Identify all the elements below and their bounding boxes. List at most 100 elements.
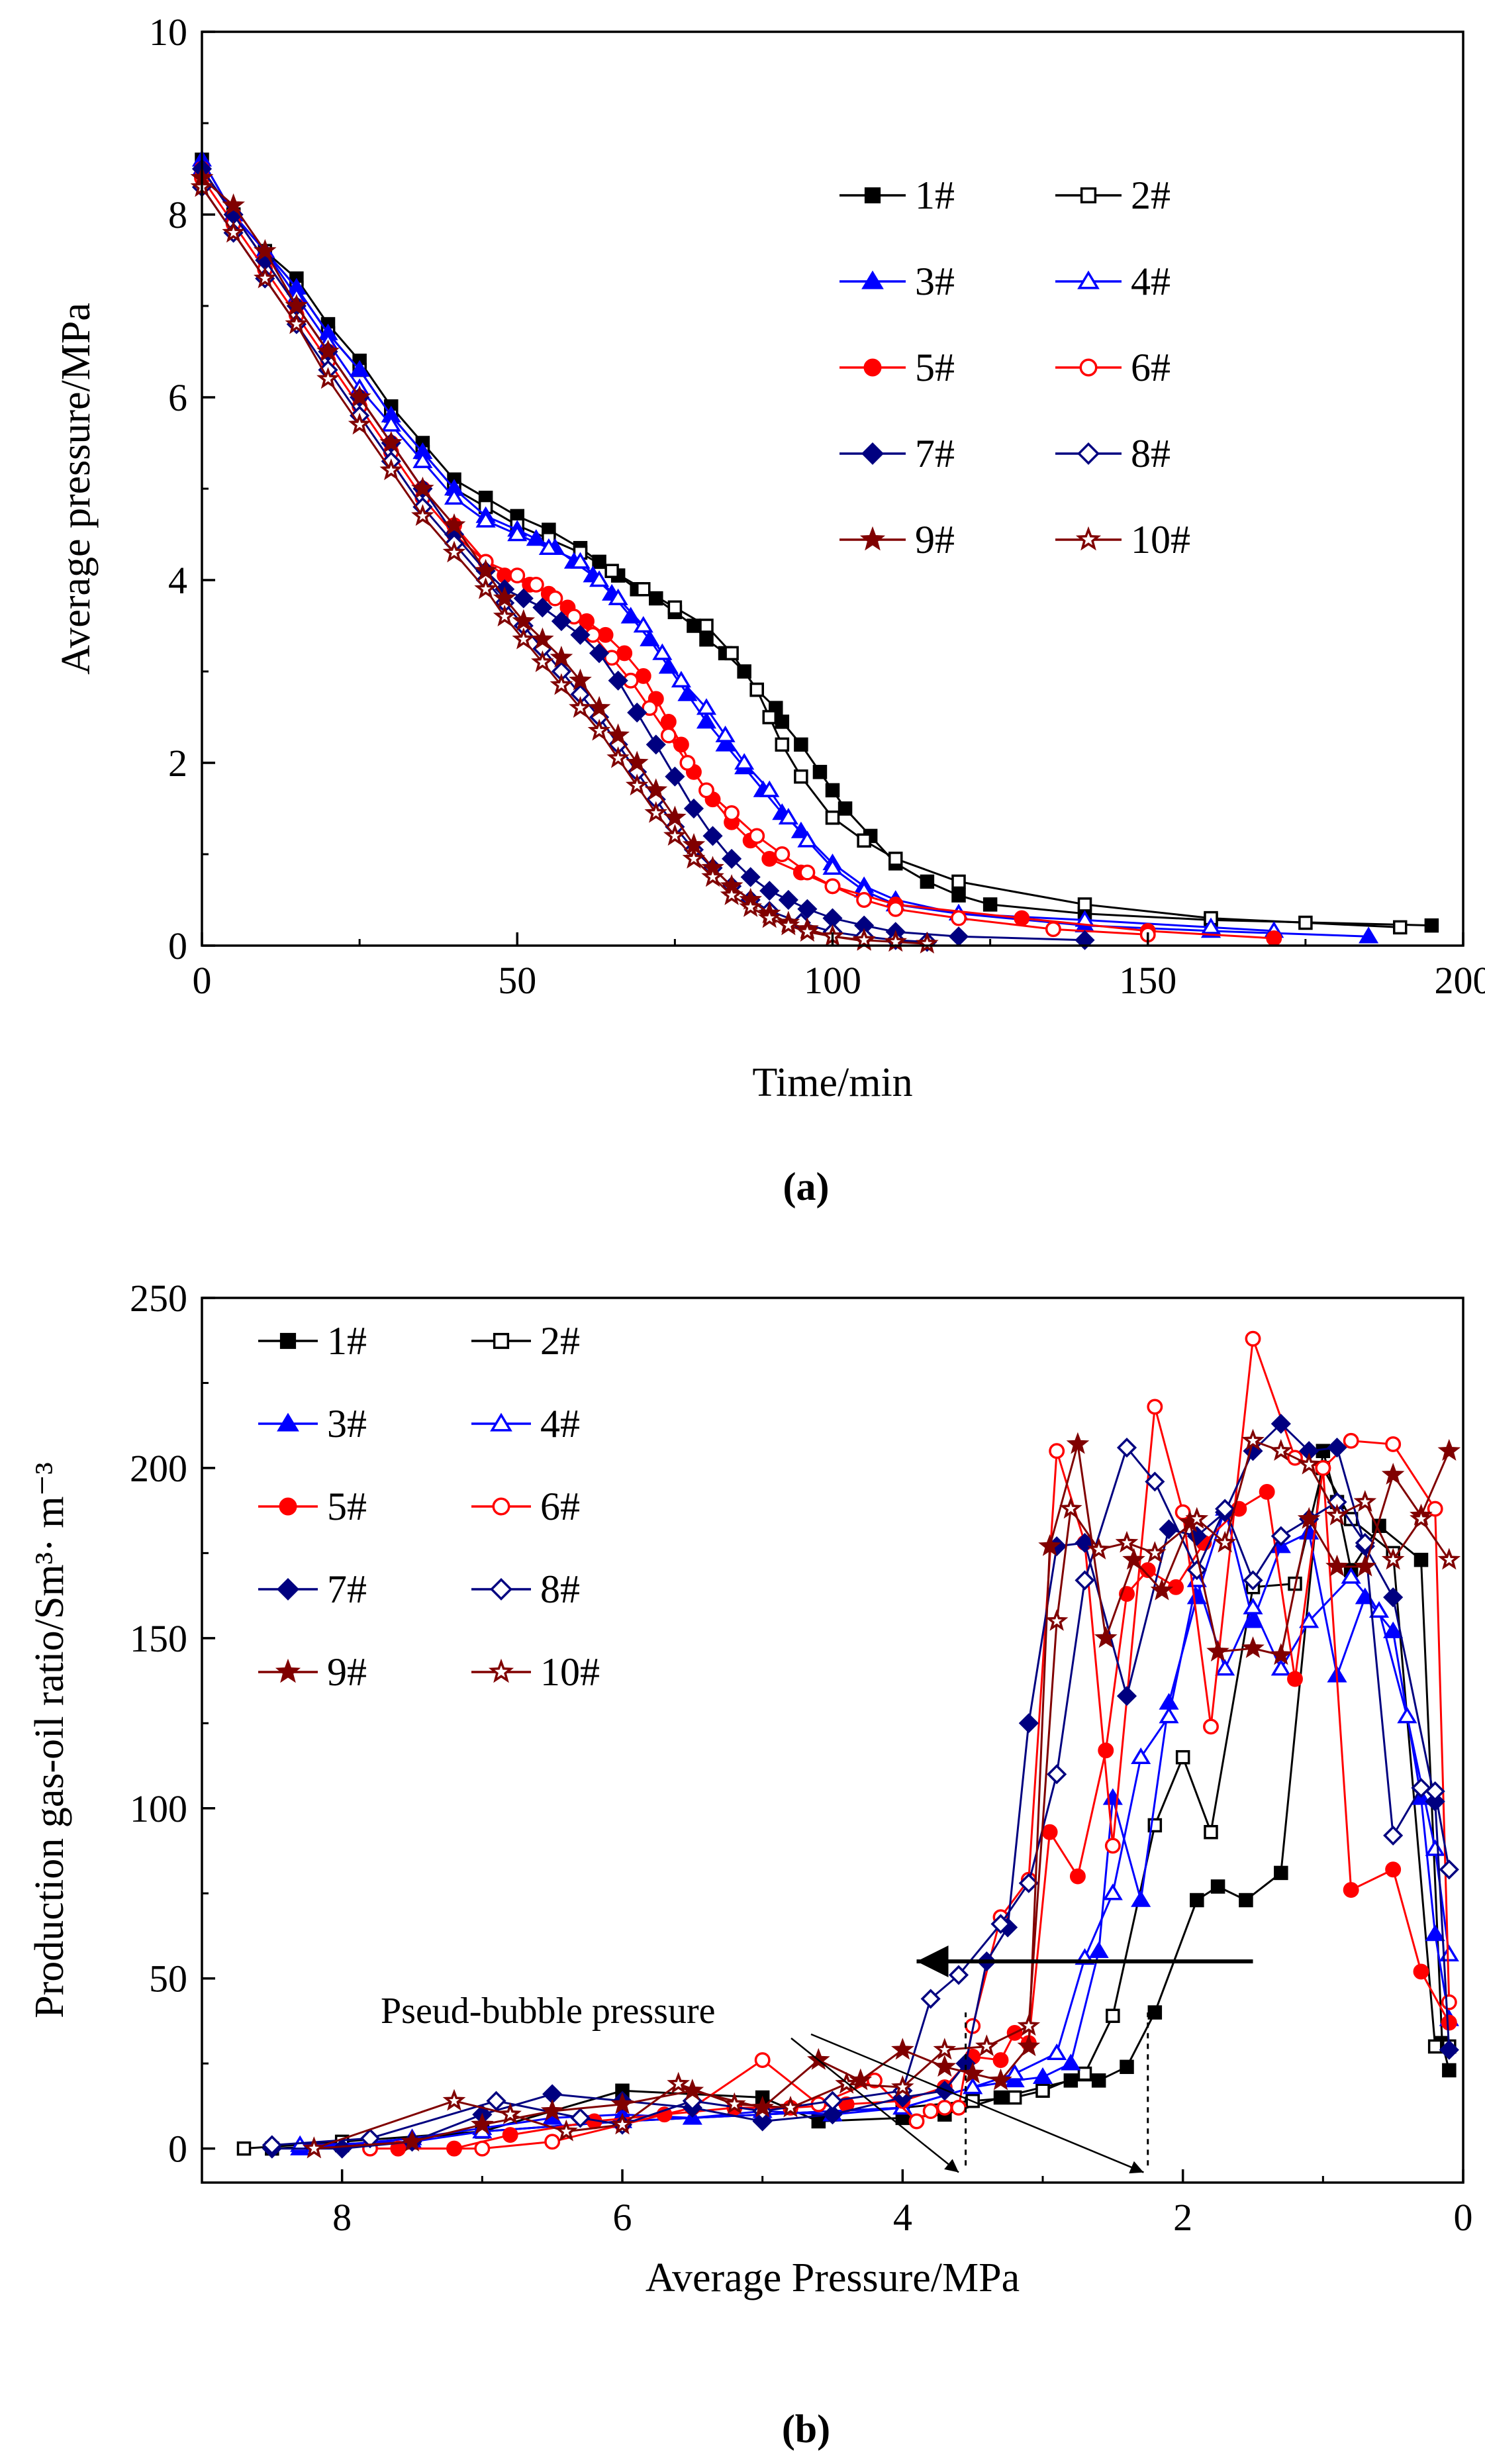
panel-b-series-1-point: [1210, 1879, 1225, 1894]
panel-b-series-2-point: [1427, 2039, 1443, 2054]
legend-marker: [1077, 270, 1100, 289]
panel-a-series-10-point: [739, 895, 762, 917]
panel-a-legend-item-2: 2#: [1055, 173, 1171, 217]
panel-a-series-10-point: [720, 883, 743, 905]
panel-b-plot-frame: [201, 1297, 1464, 2184]
legend-label: 10#: [540, 1650, 600, 1694]
panel-b-series-8-point: [1425, 1781, 1445, 1802]
panel-b-series-8-point: [948, 1965, 969, 1985]
panel-b-series-10-point: [1353, 1490, 1377, 1512]
legend-marker: [490, 1412, 512, 1432]
panel-b-series-9-point: [1017, 2034, 1041, 2057]
panel-a-series-1-line: [201, 159, 1432, 927]
panel-a-series-10-point: [916, 931, 939, 954]
legend-label: 2#: [540, 1319, 580, 1363]
legend-marker: [859, 526, 886, 551]
panel-b-caption: (b): [782, 2407, 830, 2451]
panel-b-series-9-point: [1038, 1534, 1061, 1556]
panel-b-series-5-point: [1259, 1483, 1275, 1500]
panel-a-series-10-point: [442, 540, 466, 563]
panel-b-series-10-point: [975, 2034, 998, 2057]
panel-a-series-9-point: [550, 646, 573, 668]
panel-b-x-axis-title: Average Pressure/MPa: [646, 2255, 1020, 2300]
panel-a-series-4-point: [778, 807, 798, 825]
panel-a-series-2-point: [1077, 897, 1092, 912]
panel-b-series-8-point: [1145, 1471, 1165, 1492]
panel-a-series-4-point: [759, 780, 780, 797]
legend-label: 7#: [915, 432, 955, 475]
panel-b-x-tick-label: 6: [613, 2196, 632, 2239]
panel-b-series-1-point: [1239, 1893, 1253, 1908]
panel-a-series-4-point: [671, 670, 691, 688]
panel-b-series-7-point: [1159, 1519, 1179, 1540]
panel-a-series-7-point: [740, 867, 761, 887]
panel-a-series-7-point: [608, 670, 628, 691]
panel-a-series-2-point: [1298, 915, 1313, 930]
panel-a-series-9-point: [644, 778, 668, 801]
panel-b-series-7-point: [1425, 1791, 1445, 1812]
panel-b-series-2-point: [236, 2141, 252, 2156]
panel-b-series-1-point: [1274, 1865, 1288, 1881]
panel-a-y-axis-title: Average pressure/MPa: [54, 303, 99, 675]
panel-a-series-10-point: [474, 577, 497, 599]
panel-b-legend-item-7: 7#: [258, 1567, 367, 1611]
panel-b-series-6-point: [951, 2100, 967, 2116]
panel-a-caption: (a): [783, 1165, 830, 1208]
panel-a-legend-item-4: 4#: [1055, 260, 1171, 303]
panel-a-legend-item-8: 8#: [1055, 432, 1171, 475]
panel-a-series-10-point: [625, 773, 649, 796]
legend-marker: [279, 1332, 297, 1350]
panel-a-series-4-point: [734, 753, 755, 770]
panel-b-series-7-point: [1327, 1438, 1347, 1458]
panel-b-series-4-point: [1439, 1944, 1459, 1962]
panel-b-series-10-point: [1059, 1497, 1082, 1519]
panel-b-series-6-point: [1104, 1838, 1121, 1854]
legend-marker: [861, 442, 884, 465]
panel-a-series-2-point: [636, 582, 651, 597]
panel-b-series-9-point: [961, 2061, 984, 2084]
panel-b-series-1-point: [1091, 2073, 1106, 2088]
panel-a-series-10-point: [663, 824, 687, 846]
panel-a-legend-item-1: 1#: [839, 173, 955, 217]
annotation-pointer: [790, 2038, 959, 2173]
panel-b-series-4-point: [1243, 1597, 1263, 1614]
panel-a-series-6-point: [799, 864, 816, 881]
panel-b-series-10-point: [555, 2119, 578, 2142]
panel-b-series-4-point: [1368, 1601, 1390, 1618]
panel-a-series-9-point: [285, 293, 309, 316]
panel-a-series-4-point: [633, 616, 653, 633]
panel-a-series-2-point: [888, 852, 903, 866]
panel-b-series-8-point: [990, 1914, 1011, 1934]
panel-b-series-6-point: [1245, 1330, 1261, 1347]
panel-b-series-group: [236, 1330, 1461, 2159]
panel-b-series-10-point: [667, 2071, 690, 2094]
legend-marker: [488, 1658, 514, 1683]
panel-b-series-2-point: [1204, 1824, 1218, 1840]
panel-a-series-7-point: [683, 798, 704, 819]
panel-b-series-7-point: [1383, 1587, 1404, 1608]
panel-a-series-2-point: [762, 710, 777, 724]
panel-b-x-tick-label: 8: [332, 2196, 352, 2239]
panel-b-series-1-line: [271, 1450, 1451, 2150]
panel-b-series-9-point: [1269, 1643, 1293, 1665]
panel-b-series-4-point: [1004, 2063, 1025, 2081]
panel-b-series-10-point: [1045, 1608, 1069, 1631]
panel-b-series-2-point: [1175, 1749, 1190, 1765]
legend-label: 8#: [540, 1567, 580, 1611]
panel-b-series-8-point: [1243, 1570, 1263, 1591]
panel-b-series-10-line: [313, 1439, 1451, 2150]
panel-b-series-6-point: [936, 2100, 953, 2116]
panel-a-series-10-point: [531, 650, 554, 673]
panel-b-series-9-point: [540, 2098, 564, 2121]
panel-a-series-6-point: [679, 755, 696, 771]
panel-b-series-3-point: [1061, 2053, 1081, 2071]
legend-marker: [277, 1578, 299, 1601]
panel-b-series-8-point: [1215, 1499, 1235, 1519]
panel-b-series-10-point: [1185, 1506, 1209, 1529]
panel-a-series-10-point: [644, 801, 668, 823]
panel-a-series-3-point: [350, 360, 370, 377]
panel-a-series-group: [190, 150, 1439, 954]
panel-b-series-10-point: [303, 2136, 326, 2159]
panel-a-series-6-point: [547, 590, 563, 607]
